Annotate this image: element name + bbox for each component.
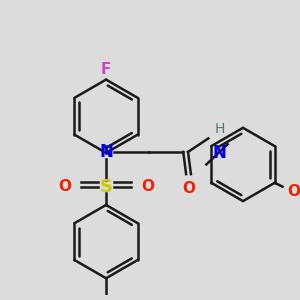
Text: H: H <box>215 122 225 136</box>
Text: N: N <box>99 143 113 161</box>
Text: O: O <box>58 179 71 194</box>
Text: N: N <box>213 144 227 162</box>
Text: O: O <box>141 179 154 194</box>
Text: F: F <box>101 62 111 77</box>
Text: S: S <box>100 178 112 196</box>
Text: O: O <box>182 181 196 196</box>
Text: O: O <box>287 184 300 199</box>
